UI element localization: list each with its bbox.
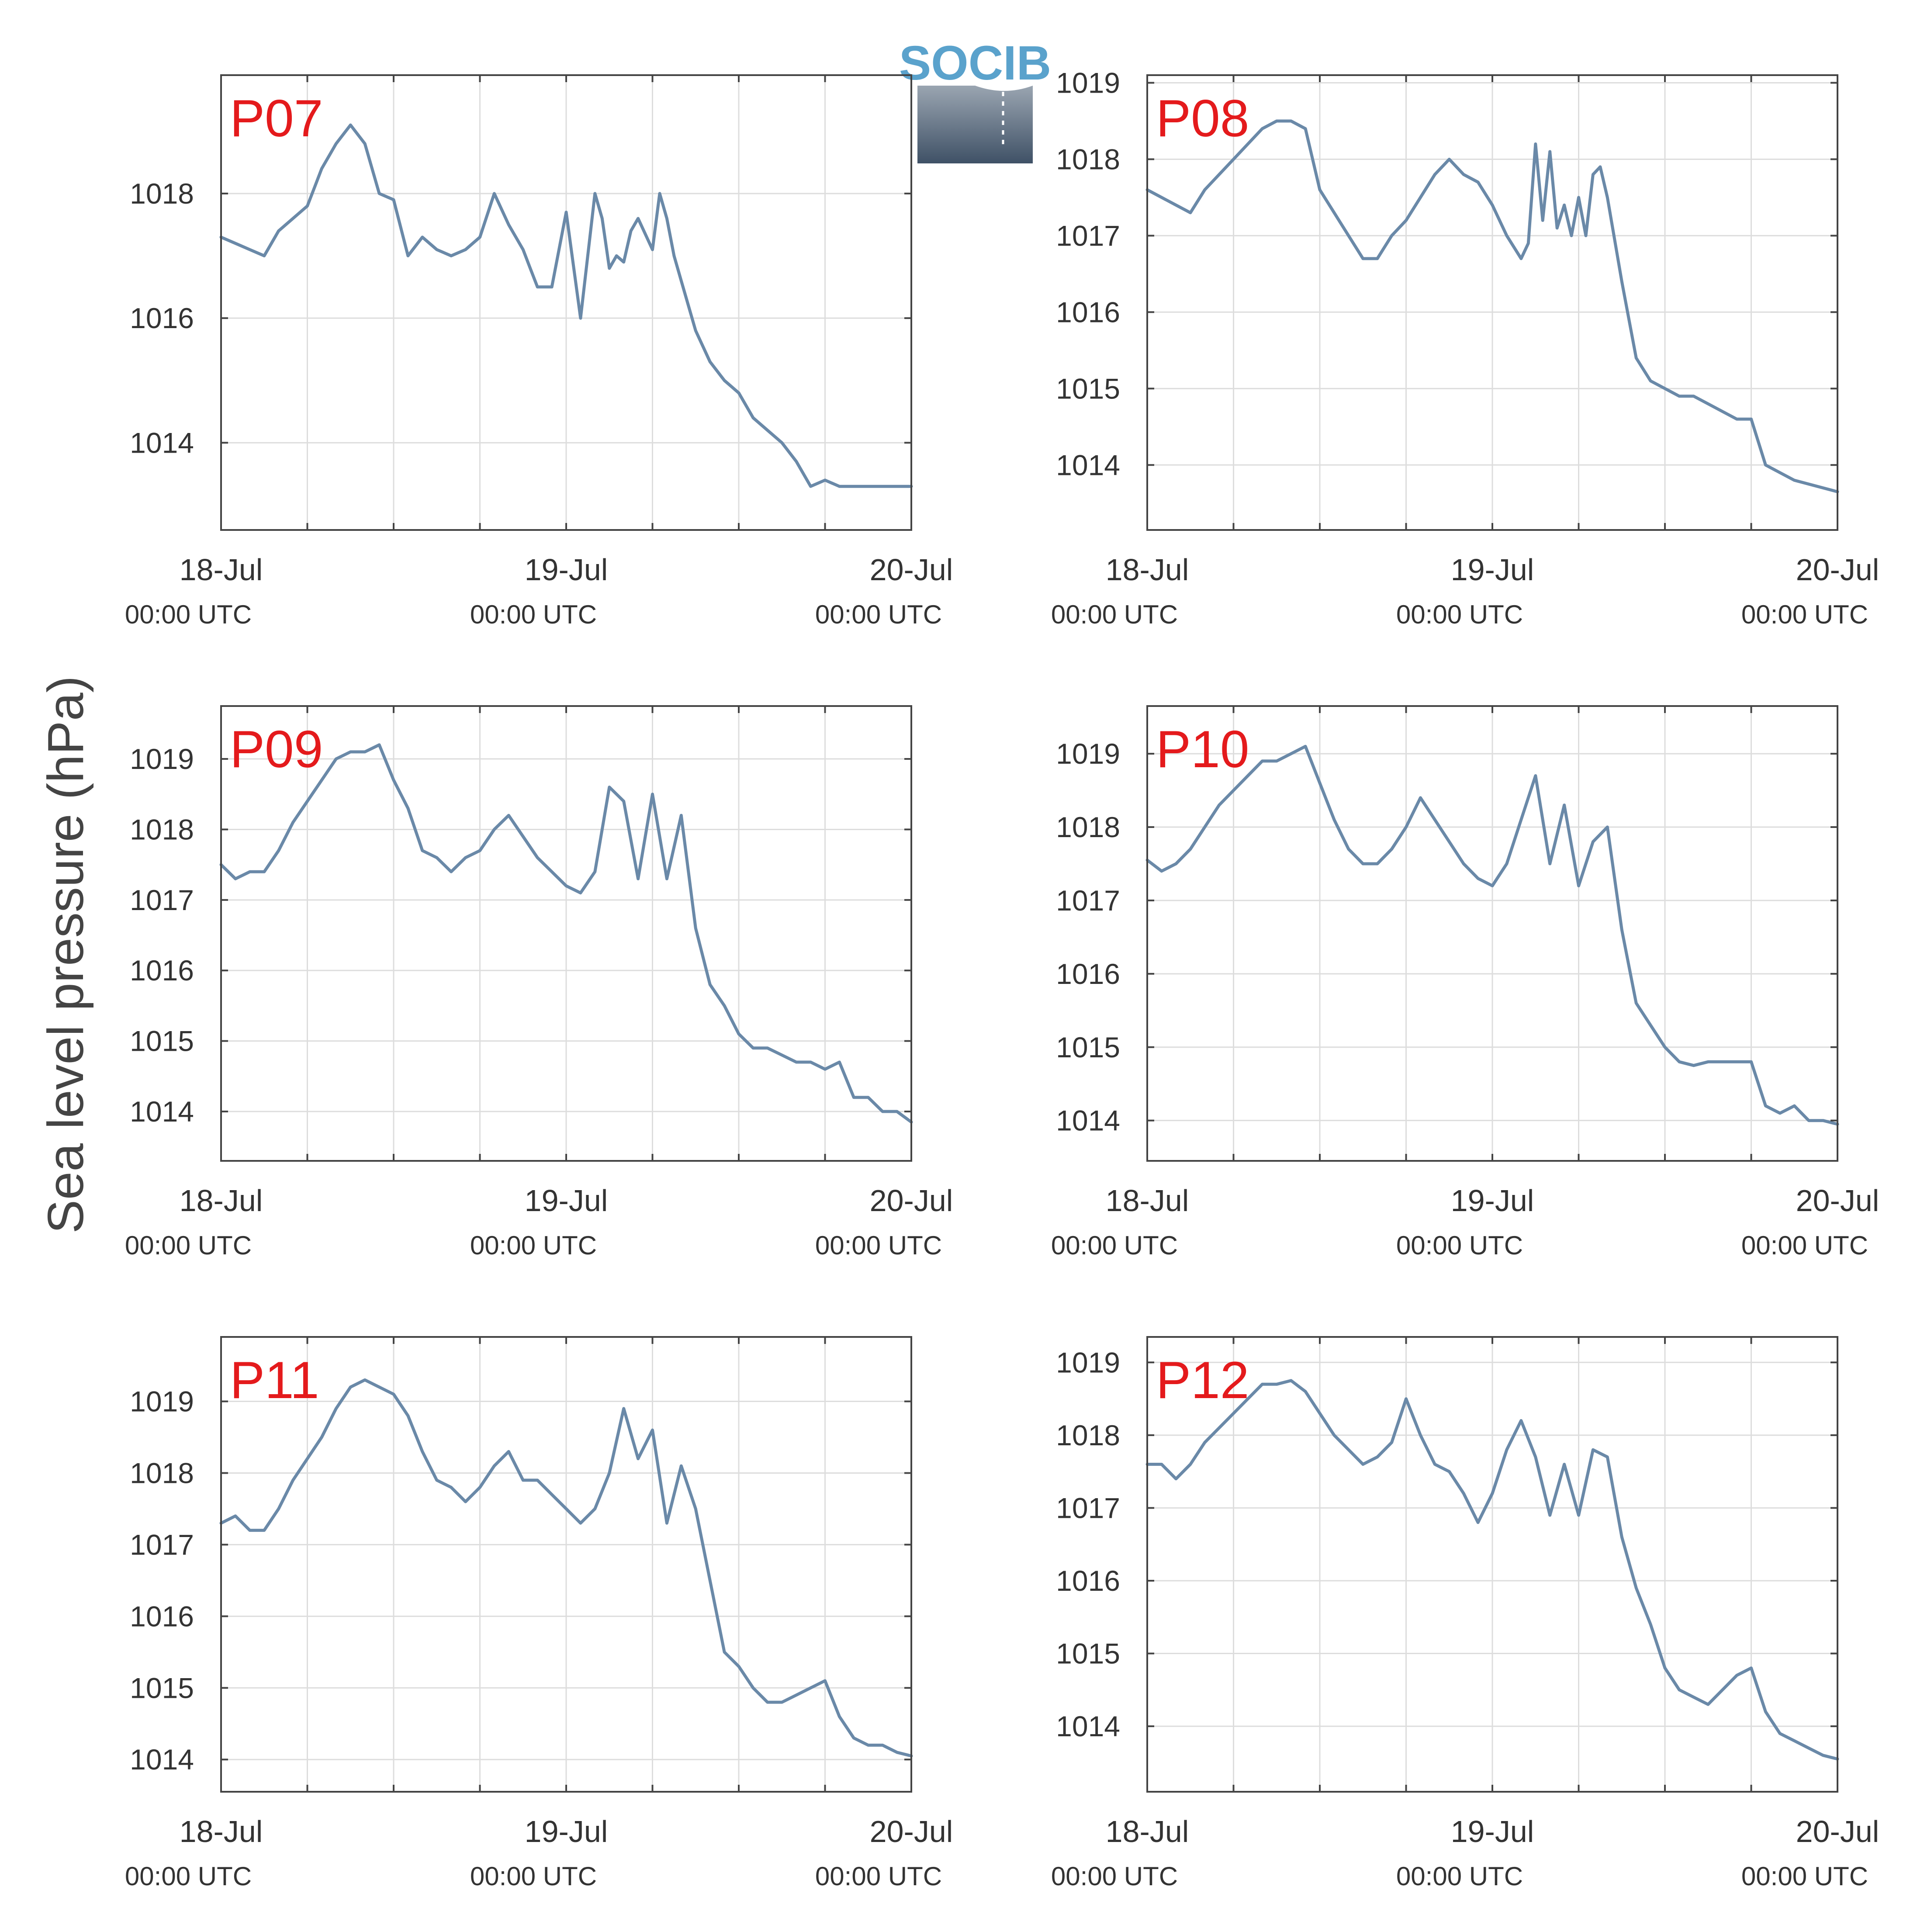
x-tick-label-time: 00:00 UTC	[470, 600, 597, 629]
y-tick-label: 1018	[1056, 811, 1120, 843]
y-tick-label: 1019	[1056, 1346, 1120, 1378]
panel-p09: 1014 1015 1016 1017 1018 1019 18-Jul 00:00 UTC 1…	[125, 705, 953, 1260]
socib-logo-wave	[917, 74, 1033, 91]
panel-p10: 1014 1015 1016 1017 1018 1019 18-Jul 00:00 UTC 1…	[1051, 705, 1879, 1260]
x-tick-label-date: 18-Jul	[1106, 1184, 1189, 1218]
x-tick-label-date: 20-Jul	[1796, 1184, 1879, 1218]
y-tick-label: 1016	[130, 1600, 194, 1632]
x-tick-label-date: 18-Jul	[180, 1814, 263, 1849]
y-tick-label: 1014	[130, 426, 194, 459]
y-tick-label: 1014	[130, 1095, 194, 1128]
x-tick-label-date: 19-Jul	[525, 1184, 608, 1218]
panel-p07: 1014 1016 1018 18-Jul 00:00 UTC 19-Jul 00:00 U…	[125, 74, 953, 629]
y-tick-label: 1018	[1056, 1419, 1120, 1451]
y-tick-label: 1018	[1056, 143, 1120, 175]
panel-label-p08: P08	[1156, 89, 1249, 148]
y-tick-label: 1015	[1056, 1638, 1120, 1670]
y-axis-label: Sea level pressure (hPa)	[37, 676, 94, 1234]
x-tick-label-time: 00:00 UTC	[1741, 600, 1868, 629]
x-tick-label-date: 20-Jul	[870, 1814, 953, 1849]
y-tick-label: 1019	[1056, 737, 1120, 770]
y-tick-label: 1018	[130, 813, 194, 845]
panel-label-p07: P07	[230, 89, 323, 148]
x-tick-label-date: 20-Jul	[1796, 1814, 1879, 1849]
panel-p11: 1014 1015 1016 1017 1018 1019 18-Jul 00:00 UTC 1…	[125, 1336, 953, 1891]
y-tick-label: 1016	[1056, 958, 1120, 990]
x-tick-label-time: 00:00 UTC	[470, 1862, 597, 1891]
y-tick-label: 1014	[1056, 1104, 1120, 1137]
panel-label-p12: P12	[1156, 1351, 1249, 1409]
y-tick-label: 1017	[1056, 1492, 1120, 1524]
x-tick-label-time: 00:00 UTC	[125, 1862, 252, 1891]
x-tick-label-time: 00:00 UTC	[125, 1231, 252, 1260]
x-tick-label-date: 20-Jul	[870, 1184, 953, 1218]
series-line-p09	[219, 743, 913, 1124]
x-tick-label-time: 00:00 UTC	[1051, 600, 1178, 629]
socib-logo-block	[917, 86, 1033, 163]
series-line-p07	[219, 123, 913, 488]
x-tick-label-date: 19-Jul	[525, 1814, 608, 1849]
panel-p12: 1014 1015 1016 1017 1018 1019 18-Jul 00:00 UTC 1…	[1051, 1336, 1879, 1891]
x-tick-label-time: 00:00 UTC	[815, 600, 942, 629]
x-tick-label-date: 19-Jul	[1451, 1184, 1534, 1218]
y-tick-label: 1016	[130, 302, 194, 334]
y-tick-label: 1016	[130, 954, 194, 987]
x-tick-label-date: 18-Jul	[180, 1184, 263, 1218]
panel-label-p09: P09	[230, 720, 323, 779]
x-tick-label-date: 18-Jul	[1106, 553, 1189, 587]
y-tick-label: 1016	[1056, 1565, 1120, 1597]
y-tick-label: 1019	[1056, 66, 1120, 99]
y-tick-label: 1019	[130, 1385, 194, 1418]
y-tick-label: 1017	[1056, 884, 1120, 917]
x-tick-label-date: 18-Jul	[180, 553, 263, 587]
y-tick-label: 1015	[1056, 372, 1120, 405]
series-line-p08	[1145, 119, 1839, 493]
x-tick-label-time: 00:00 UTC	[470, 1231, 597, 1260]
x-tick-label-date: 18-Jul	[1106, 1814, 1189, 1849]
y-tick-label: 1017	[130, 1528, 194, 1561]
y-tick-label: 1014	[1056, 1710, 1120, 1742]
y-tick-label: 1014	[1056, 449, 1120, 481]
x-tick-label-date: 19-Jul	[525, 553, 608, 587]
series-line-p12	[1145, 1379, 1839, 1761]
panel-label-p10: P10	[1156, 720, 1249, 779]
y-tick-label: 1015	[130, 1025, 194, 1057]
x-tick-label-time: 00:00 UTC	[815, 1231, 942, 1260]
x-tick-label-date: 19-Jul	[1451, 553, 1534, 587]
x-tick-label-date: 20-Jul	[870, 553, 953, 587]
panels: 1014 1016 1018 18-Jul 00:00 UTC 19-Jul 00:00 U…	[125, 66, 1879, 1891]
x-tick-label-time: 00:00 UTC	[125, 600, 252, 629]
series-line-p11	[219, 1378, 913, 1758]
x-tick-label-time: 00:00 UTC	[815, 1862, 942, 1891]
y-tick-label: 1017	[1056, 219, 1120, 252]
panel-p08: 1014 1015 1016 1017 1018 1019 18-Jul 00:00 UTC 1…	[1051, 66, 1879, 629]
y-tick-label: 1015	[1056, 1031, 1120, 1063]
y-tick-label: 1016	[1056, 296, 1120, 328]
socib-logo-text: SOCIB	[899, 36, 1051, 90]
x-tick-label-time: 00:00 UTC	[1051, 1862, 1178, 1891]
x-tick-label-date: 19-Jul	[1451, 1814, 1534, 1849]
x-tick-label-time: 00:00 UTC	[1396, 600, 1523, 629]
panel-label-p11: P11	[230, 1351, 319, 1409]
y-tick-label: 1018	[130, 1457, 194, 1489]
x-tick-label-date: 20-Jul	[1796, 553, 1879, 587]
y-tick-label: 1017	[130, 884, 194, 916]
x-tick-label-time: 00:00 UTC	[1741, 1862, 1868, 1891]
y-tick-label: 1019	[130, 743, 194, 775]
y-tick-label: 1014	[130, 1743, 194, 1776]
x-tick-label-time: 00:00 UTC	[1396, 1231, 1523, 1260]
y-tick-label: 1018	[130, 177, 194, 210]
x-tick-label-time: 00:00 UTC	[1741, 1231, 1868, 1260]
socib-logo: SOCIB	[899, 36, 1051, 163]
x-tick-label-time: 00:00 UTC	[1396, 1862, 1523, 1891]
y-tick-label: 1015	[130, 1672, 194, 1704]
series-line-p10	[1145, 744, 1839, 1126]
x-tick-label-time: 00:00 UTC	[1051, 1231, 1178, 1260]
